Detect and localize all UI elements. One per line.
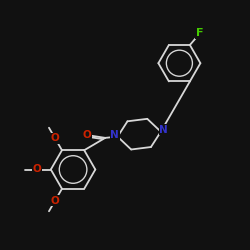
Text: N: N [110, 130, 119, 140]
Text: N: N [160, 125, 168, 135]
Text: O: O [51, 134, 59, 143]
Text: O: O [82, 130, 91, 140]
Text: F: F [196, 28, 203, 38]
Text: O: O [33, 164, 42, 174]
Text: O: O [51, 196, 59, 205]
